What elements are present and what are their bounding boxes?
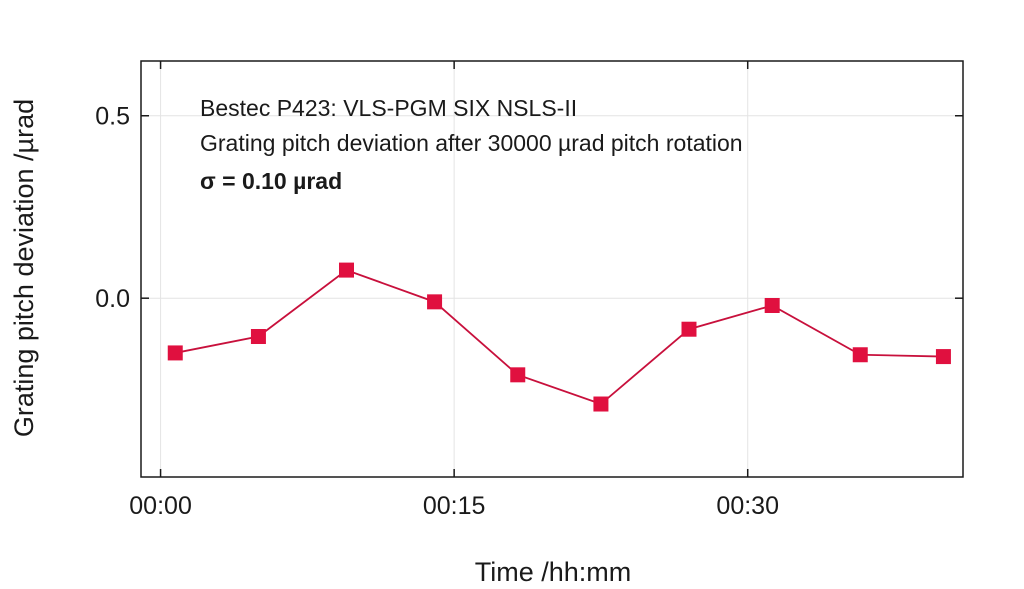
plot-frame <box>140 60 964 478</box>
annotation-instrument: Bestec P423: VLS-PGM SIX NSLS-II <box>200 95 577 121</box>
x-axis-title: Time /hh:mm <box>475 557 632 587</box>
data-point-7 <box>764 297 780 313</box>
data-point-2 <box>339 262 354 278</box>
series-line <box>167 262 951 412</box>
x-tick-label-2: 00:30 <box>716 492 779 520</box>
data-line <box>175 269 944 406</box>
y-axis-title: Grating pitch deviation /µrad <box>9 99 39 437</box>
data-point-8 <box>852 347 868 363</box>
data-point-9 <box>935 349 951 365</box>
x-tick-label-1: 00:15 <box>423 492 486 520</box>
data-point-1 <box>250 329 266 345</box>
grid <box>141 61 963 477</box>
annotation-sigma: σ = 0.10 µrad <box>200 168 342 194</box>
data-point-0 <box>167 345 183 361</box>
ticks: 00:00 00:15 00:30 0.5 0.0 <box>95 61 963 520</box>
data-point-4 <box>510 367 526 383</box>
annotation-description: Grating pitch deviation after 30000 µrad… <box>200 130 743 156</box>
y-tick-label-1: 0.0 <box>95 285 130 313</box>
data-point-3 <box>427 294 443 310</box>
y-tick-label-0: 0.5 <box>95 103 130 131</box>
data-point-5 <box>593 396 609 412</box>
x-tick-label-0: 00:00 <box>129 492 192 520</box>
data-point-6 <box>681 321 697 337</box>
